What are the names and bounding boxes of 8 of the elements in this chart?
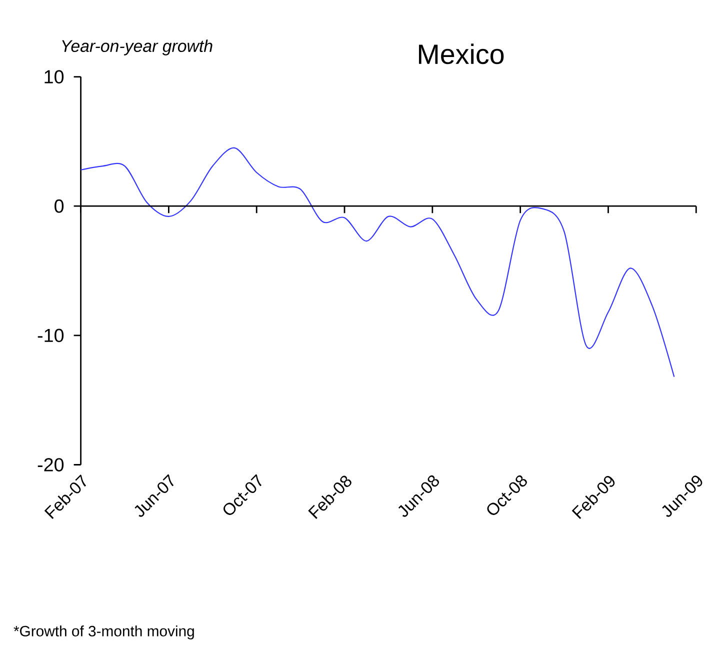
y-tick-label: -10: [38, 328, 64, 342]
y-tick-label: 10: [44, 70, 64, 84]
y-tick-label: 0: [54, 199, 64, 213]
line-series: [80, 147, 675, 378]
y-tick-label: -20: [38, 458, 64, 472]
text: *Growth of 3-month moving: [14, 625, 194, 640]
chart-title: Mexico: [418, 44, 504, 64]
y-axis-title: Year-on-year growth: [62, 40, 212, 56]
